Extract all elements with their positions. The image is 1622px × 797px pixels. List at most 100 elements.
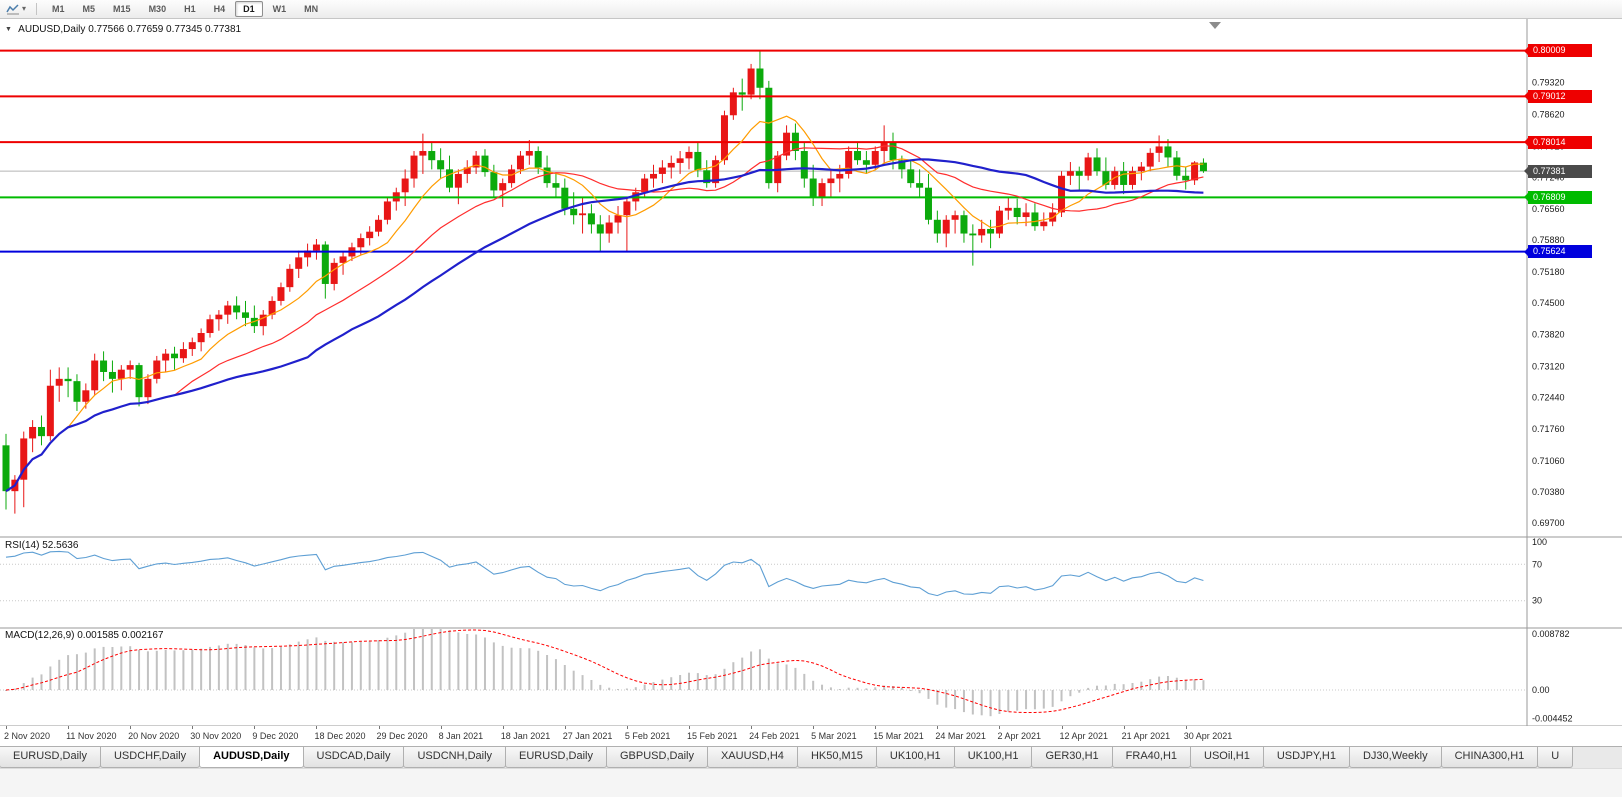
- candle: [1013, 198, 1021, 225]
- candle: [91, 353, 99, 395]
- indicator-chart-icon[interactable]: [4, 2, 22, 16]
- chart-tab-uk100-h1[interactable]: UK100,H1: [875, 747, 955, 768]
- candle: [206, 314, 214, 338]
- chart-tab-fra40-h1[interactable]: FRA40,H1: [1111, 747, 1192, 768]
- candle: [1084, 152, 1092, 181]
- chart-shift-marker-icon[interactable]: [1209, 22, 1221, 29]
- date-axis-tick: [378, 726, 380, 729]
- candle: [596, 215, 604, 251]
- candle: [579, 196, 587, 234]
- candle: [383, 196, 391, 225]
- badge-notch-icon: [1520, 138, 1528, 147]
- timeframe-button-d1[interactable]: D1: [235, 1, 263, 17]
- candle: [667, 155, 675, 179]
- candle: [490, 164, 498, 197]
- chart-tab-china300-h1[interactable]: CHINA300,H1: [1440, 747, 1539, 768]
- chart-tab-uk100-h1[interactable]: UK100,H1: [953, 747, 1033, 768]
- macd-signal-line: [5, 629, 1204, 713]
- date-axis-label: 20 Nov 2020: [128, 731, 180, 741]
- chart-tab-eurusd-daily[interactable]: EURUSD,Daily: [0, 747, 101, 768]
- chart-tab-u[interactable]: U: [1537, 747, 1574, 768]
- date-axis-tick: [1061, 726, 1063, 729]
- chart-tab-audusd-daily[interactable]: AUDUSD,Daily: [199, 747, 304, 768]
- chart-tab-usdchf-daily[interactable]: USDCHF,Daily: [99, 747, 201, 768]
- candle: [1075, 166, 1083, 190]
- candle: [144, 374, 152, 405]
- candle: [1004, 196, 1012, 220]
- timeframe-button-m5[interactable]: M5: [82, 4, 96, 14]
- date-axis-label: 30 Apr 2021: [1183, 731, 1233, 741]
- badge-notch-icon: [1520, 46, 1528, 55]
- badge-notch-icon: [1520, 167, 1528, 176]
- chart-canvas[interactable]: 0.793200.786200.779200.772400.765600.758…: [0, 19, 1622, 726]
- candle: [854, 141, 862, 165]
- chart-tab-eurusd-daily[interactable]: EURUSD,Daily: [505, 747, 607, 768]
- candle: [392, 187, 400, 211]
- one-click-trading-arrow-icon[interactable]: ▼: [5, 26, 12, 33]
- chart-tab-usdjpy-h1[interactable]: USDJPY,H1: [1262, 747, 1350, 768]
- price-axis-label: 0.79320: [1532, 77, 1565, 87]
- candle: [995, 206, 1003, 239]
- candle: [738, 78, 746, 111]
- candle: [472, 151, 480, 174]
- candle: [162, 349, 170, 372]
- chart-tab-usoil-h1[interactable]: USOil,H1: [1190, 747, 1264, 768]
- macd-axis-label: 0.00: [1532, 685, 1550, 695]
- candle: [1137, 162, 1145, 181]
- date-axis[interactable]: 2 Nov 2020 11 Nov 2020 20 Nov 2020 30 Nov 2…: [0, 726, 1622, 746]
- candle: [108, 360, 116, 393]
- candle: [969, 224, 977, 266]
- date-axis-tick: [937, 726, 939, 729]
- date-axis-label: 21 Apr 2021: [1121, 731, 1171, 741]
- candle: [55, 367, 63, 402]
- timeframe-button-mn[interactable]: MN: [304, 4, 319, 14]
- candle: [525, 140, 533, 165]
- date-axis-tick: [254, 726, 256, 729]
- candle: [1049, 203, 1057, 227]
- candle: [233, 296, 241, 320]
- price-level-badge: 0.76809: [1524, 190, 1592, 204]
- price-axis-label: 0.73820: [1532, 329, 1565, 339]
- timeframe-button-m1[interactable]: M1: [52, 4, 65, 14]
- price-level-badge: 0.80009: [1524, 44, 1592, 58]
- timeframe-button-m15[interactable]: M15: [113, 4, 131, 14]
- timeframe-button-m30[interactable]: M30: [148, 4, 167, 14]
- date-axis-tick: [1123, 726, 1125, 729]
- badge-notch-icon: [1520, 92, 1528, 101]
- timeframe-button-h1[interactable]: H1: [184, 4, 196, 14]
- date-axis-label: 8 Jan 2021: [438, 731, 484, 741]
- timeframe-button-w1[interactable]: W1: [272, 4, 287, 14]
- chart-tab-usdcnh-daily[interactable]: USDCNH,Daily: [403, 747, 507, 768]
- dropdown-caret-icon[interactable]: ▾: [22, 4, 27, 13]
- candle: [37, 415, 45, 446]
- candle: [685, 146, 693, 170]
- chart-tab-hk50-m15[interactable]: HK50,M15: [796, 747, 877, 768]
- chart-tab-gbpusd-daily[interactable]: GBPUSD,Daily: [606, 747, 708, 768]
- candle: [978, 219, 986, 243]
- timeframe-button-h4[interactable]: H4: [213, 4, 226, 14]
- candle: [1031, 203, 1039, 231]
- candle: [614, 206, 622, 234]
- candle: [694, 142, 702, 178]
- chart-tab-usdcad-daily[interactable]: USDCAD,Daily: [302, 747, 405, 768]
- date-axis-tick: [316, 726, 318, 729]
- date-axis-label: 5 Mar 2021: [811, 731, 857, 741]
- candle: [676, 151, 684, 174]
- candle: [729, 87, 737, 120]
- chart-tab-ger30-h1[interactable]: GER30,H1: [1031, 747, 1113, 768]
- candle: [650, 164, 658, 188]
- date-axis-tick: [813, 726, 815, 729]
- candle: [809, 164, 817, 207]
- candle: [1120, 162, 1128, 195]
- chart-tab-xauusd-h4[interactable]: XAUUSD,H4: [706, 747, 798, 768]
- candle: [188, 337, 196, 356]
- date-axis-tick: [68, 726, 70, 729]
- candle: [171, 346, 179, 370]
- candle: [135, 362, 143, 407]
- candle: [295, 250, 303, 278]
- chart-tab-dj30-weekly[interactable]: DJ30,Weekly: [1348, 747, 1442, 768]
- date-axis-tick: [751, 726, 753, 729]
- candle: [552, 173, 560, 197]
- date-axis-label: 9 Dec 2020: [252, 731, 299, 741]
